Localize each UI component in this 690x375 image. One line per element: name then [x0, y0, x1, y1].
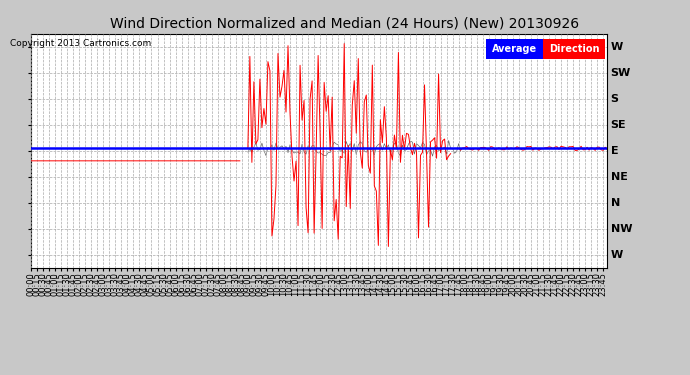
Text: Average: Average: [492, 44, 538, 54]
Text: W: W: [611, 42, 623, 52]
Text: NW: NW: [611, 224, 632, 234]
Text: Direction: Direction: [549, 44, 600, 54]
Text: Copyright 2013 Cartronics.com: Copyright 2013 Cartronics.com: [10, 39, 152, 48]
Text: Wind Direction Normalized and Median (24 Hours) (New) 20130926: Wind Direction Normalized and Median (24…: [110, 17, 580, 31]
Text: S: S: [611, 94, 619, 104]
Text: SW: SW: [611, 68, 631, 78]
Text: N: N: [611, 198, 620, 208]
Text: SE: SE: [611, 120, 627, 130]
Text: NE: NE: [611, 172, 627, 182]
Text: W: W: [611, 250, 623, 260]
Text: E: E: [611, 146, 618, 156]
